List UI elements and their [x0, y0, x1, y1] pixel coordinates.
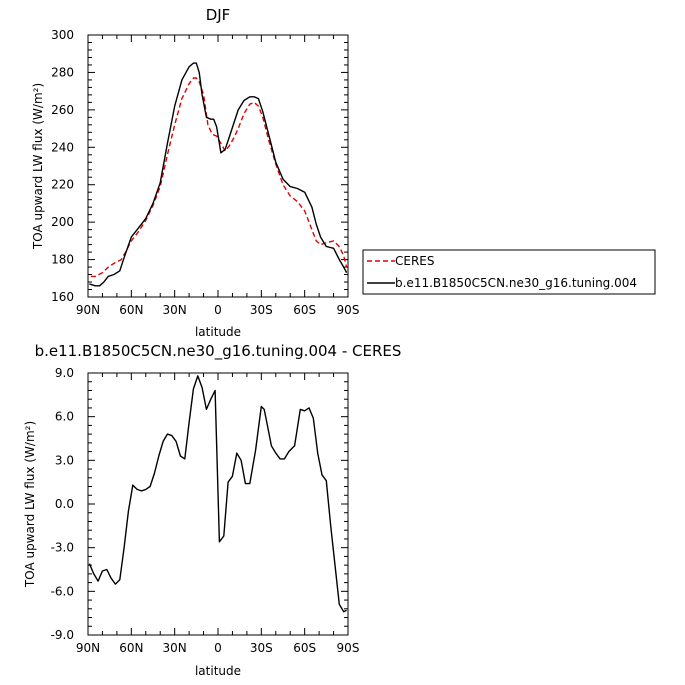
y-tick-label: 6.0: [55, 410, 74, 424]
y-tick-label: 300: [51, 28, 74, 42]
x-tick-label: 60N: [119, 303, 143, 317]
bottom-y-ticks: -9.0 -6.0 -3.0 0.0 3.0 6.0 9.0: [51, 366, 348, 642]
x-tick-label: 30N: [163, 641, 187, 655]
bottom-series: [88, 375, 347, 613]
x-tick-label: 0: [214, 641, 222, 655]
bottom-panel: b.e11.B1850C5CN.ne30_g16.tuning.004 - CE…: [23, 342, 401, 678]
y-tick-label: -3.0: [51, 541, 74, 555]
top-plot-frame: [87, 34, 349, 298]
legend-label-ceres: CERES: [395, 254, 435, 268]
y-tick-label: 220: [51, 178, 74, 192]
x-tick-label: 60N: [119, 641, 143, 655]
x-tick-label: 0: [214, 303, 222, 317]
bottom-y-axis-label: TOA upward LW flux (W/m²): [23, 421, 37, 588]
bottom-x-axis-label: latitude: [195, 664, 241, 678]
series-line-1-0: [88, 375, 347, 613]
y-tick-label: 200: [51, 215, 74, 229]
x-tick-label: 30N: [163, 303, 187, 317]
y-tick-label: -9.0: [51, 628, 74, 642]
y-tick-label: 9.0: [55, 366, 74, 380]
y-tick-label: 260: [51, 103, 74, 117]
top-panel: DJF 160 180 200 220 240 260 280 300 90N 60N 30N 0 3…: [31, 6, 359, 339]
legend-box: [362, 249, 656, 295]
y-tick-label: -6.0: [51, 584, 74, 598]
x-tick-label: 90N: [76, 641, 100, 655]
x-tick-label: 30S: [250, 641, 273, 655]
y-tick-label: 240: [51, 140, 74, 154]
y-tick-label: 280: [51, 65, 74, 79]
x-tick-label: 90S: [337, 303, 360, 317]
top-y-ticks: 160 180 200 220 240 260 280 300: [51, 28, 348, 304]
y-tick-label: 3.0: [55, 453, 74, 467]
bottom-panel-title: b.e11.B1850C5CN.ne30_g16.tuning.004 - CE…: [35, 342, 402, 361]
x-tick-label: 60S: [293, 303, 316, 317]
bottom-x-ticks: 90N 60N 30N 0 30S 60S 90S: [76, 373, 360, 655]
top-panel-title: DJF: [206, 6, 231, 24]
top-y-axis-label: TOA upward LW flux (W/m²): [31, 83, 45, 250]
top-series: [89, 62, 348, 287]
y-tick-label: 160: [51, 290, 74, 304]
x-tick-label: 30S: [250, 303, 273, 317]
legend: CERES b.e11.B1850C5CN.ne30_g16.tuning.00…: [362, 249, 656, 295]
x-tick-label: 90S: [337, 641, 360, 655]
y-tick-label: 180: [51, 253, 74, 267]
legend-label-model: b.e11.B1850C5CN.ne30_g16.tuning.004: [395, 276, 637, 290]
series-line-0-1: [89, 62, 348, 287]
top-x-ticks: 90N 60N 30N 0 30S 60S 90S: [76, 35, 360, 317]
top-x-axis-label: latitude: [195, 325, 241, 339]
series-line-0-0: [90, 77, 348, 278]
x-tick-label: 90N: [76, 303, 100, 317]
x-tick-label: 60S: [293, 641, 316, 655]
y-tick-label: 0.0: [55, 497, 74, 511]
